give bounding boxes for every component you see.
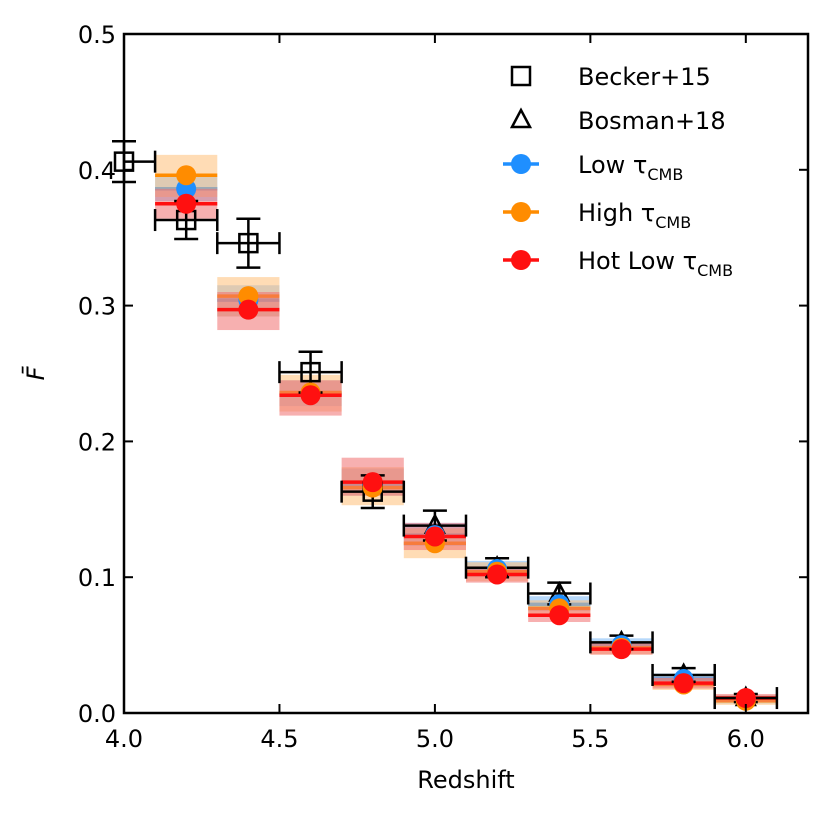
- model-markers: [176, 165, 756, 711]
- legend-label-obs-1: Bosman+18: [578, 107, 726, 135]
- x-tick-label-4: 6.0: [727, 725, 765, 753]
- legend-circle-icon-1: [511, 202, 531, 222]
- legend-label-model-1: High τCMB: [578, 199, 691, 232]
- model-point-2-2: [300, 385, 321, 406]
- y-tick-label-2: 0.2: [78, 428, 116, 456]
- x-tick-label-3: 5.5: [571, 725, 609, 753]
- legend-subscript-1: CMB: [655, 213, 691, 232]
- model-point-2-1: [238, 299, 259, 320]
- model-point-2-8: [673, 673, 694, 694]
- square-marker-0-2: [238, 232, 259, 254]
- legend-subscript-2: CMB: [697, 261, 733, 280]
- x-tick-label-2: 5.0: [416, 725, 454, 753]
- legend-label-model-2: Hot Low τCMB: [578, 247, 733, 280]
- legend-triangle-icon: [509, 107, 533, 129]
- model-point-2-0: [176, 193, 197, 214]
- legend-label-model-0: Low τCMB: [578, 151, 683, 184]
- legend-circle-icon-0: [511, 154, 531, 174]
- model-point-2-4: [424, 526, 445, 547]
- legend-label-obs-0: Becker+15: [578, 63, 711, 91]
- model-point-2-3: [362, 472, 383, 493]
- y-tick-label-3: 0.3: [78, 293, 116, 321]
- model-point-2-5: [487, 564, 508, 585]
- y-tick-label-4: 0.4: [78, 157, 116, 185]
- axes: 4.0 4.5 5.0 5.5 6.0 0.0 0.1 0.2 0.3 0.4 0.5 Redshif…: [21, 21, 810, 794]
- legend-subscript-0: CMB: [647, 165, 683, 184]
- x-tick-label-1: 4.5: [260, 725, 298, 753]
- x-tick-label-0: 4.0: [105, 725, 143, 753]
- legend-circle-icon-2: [511, 250, 531, 270]
- legend: Becker+15 Bosman+18 Low τCMB High τCMB Hot L…: [503, 63, 733, 280]
- model-point-2-6: [549, 605, 570, 626]
- model-point-2-9: [735, 688, 756, 709]
- square-marker-0-3: [300, 361, 321, 383]
- legend-square-icon: [510, 65, 532, 87]
- y-axis-label: F̄: [21, 365, 50, 380]
- y-tick-label-1: 0.1: [78, 564, 116, 592]
- y-tick-label-5: 0.5: [78, 21, 116, 49]
- x-axis-label: Redshift: [417, 766, 514, 794]
- model-point-2-7: [611, 639, 632, 660]
- plot-frame: [122, 32, 810, 715]
- model-point-1-0: [176, 165, 197, 186]
- y-tick-label-0: 0.0: [78, 700, 116, 728]
